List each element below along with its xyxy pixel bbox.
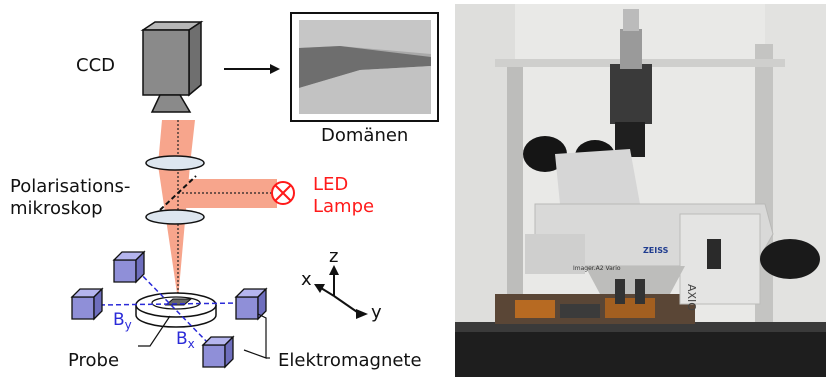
kerr-microscope-diagram: CCD Domänen Polarisations- mikroskop LED… <box>0 0 450 381</box>
led-label-1: LED <box>313 174 348 195</box>
led-lamp-icon <box>272 182 294 204</box>
electromagnet-icon <box>236 289 266 319</box>
electromagnet-icon <box>114 252 144 282</box>
polarisation-label-1: Polarisations- <box>10 176 130 197</box>
axis-x-label: x <box>301 269 312 290</box>
domain-image <box>291 13 438 121</box>
probe-label: Probe <box>68 350 119 371</box>
ccd-label: CCD <box>76 55 115 76</box>
domains-label: Domänen <box>321 125 408 146</box>
microscope-photo: ZEISS Imager.A2 Vario AXIO <box>455 4 826 377</box>
axio-text: AXIO <box>685 284 698 311</box>
axis-z-label: z <box>329 246 338 267</box>
camera-to-image-arrow <box>224 64 280 74</box>
brand-text: ZEISS <box>643 246 669 255</box>
sample-disc <box>136 293 216 327</box>
led-label-2: Lampe <box>313 196 374 217</box>
camera-body <box>610 64 652 124</box>
electromagnets-label: Elektromagnete <box>278 350 422 371</box>
magnet-leader-line <box>244 314 266 358</box>
electromagnet-icon <box>203 337 233 367</box>
field-y-label: By <box>113 310 132 332</box>
upper-lens <box>146 156 204 170</box>
lower-lens <box>146 210 204 224</box>
field-x-label: Bx <box>176 329 195 351</box>
coordinate-axes <box>314 265 368 319</box>
electromagnet-icon <box>72 289 102 319</box>
polarisation-label-2: mikroskop <box>10 198 103 219</box>
axis-y-label: y <box>371 302 382 323</box>
ccd-camera-icon <box>143 22 201 112</box>
model-text: Imager.A2 Vario <box>573 265 621 272</box>
